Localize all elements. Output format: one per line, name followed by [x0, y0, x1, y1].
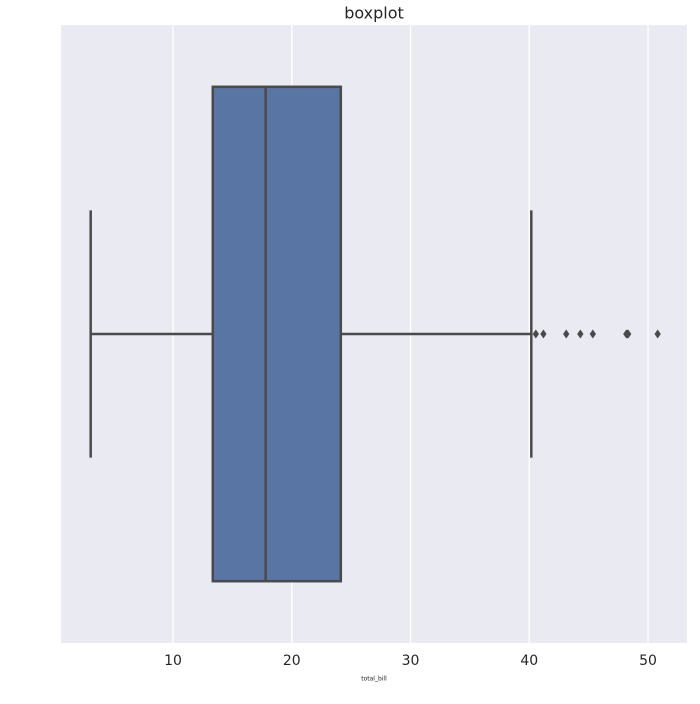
x-tick-label: 50	[639, 653, 657, 669]
box	[211, 85, 343, 583]
flier	[577, 329, 584, 339]
x-tick-label: 10	[164, 653, 182, 669]
flier	[625, 329, 632, 339]
flier	[654, 329, 661, 339]
x-tick-label: 30	[402, 653, 420, 669]
flier	[540, 329, 547, 339]
flier	[563, 329, 570, 339]
chart-title: boxplot	[344, 4, 404, 23]
x-axis-label: total_bill	[361, 676, 387, 683]
flier	[589, 329, 596, 339]
x-tick-label: 20	[283, 653, 301, 669]
flier	[532, 329, 539, 339]
x-tick-label: 40	[520, 653, 538, 669]
